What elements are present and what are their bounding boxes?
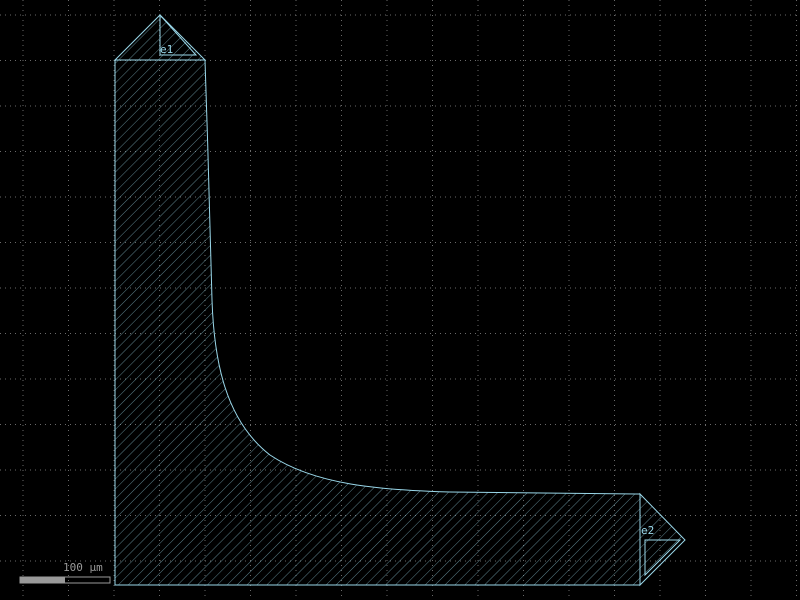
waveguide-bend-shape[interactable] — [114, 59, 641, 586]
port-e2[interactable]: e2 — [639, 492, 686, 587]
triangle-port-marker-icon — [639, 492, 686, 587]
scale-bar-fill — [20, 577, 65, 583]
port-label-e1: e1 — [160, 43, 173, 56]
port-label-e2: e2 — [641, 524, 654, 537]
port-e1[interactable]: e1 — [113, 13, 207, 61]
scale-bar: 100 µm — [19, 561, 111, 584]
scale-bar-label: 100 µm — [63, 561, 103, 574]
triangle-port-marker-icon — [113, 13, 207, 61]
